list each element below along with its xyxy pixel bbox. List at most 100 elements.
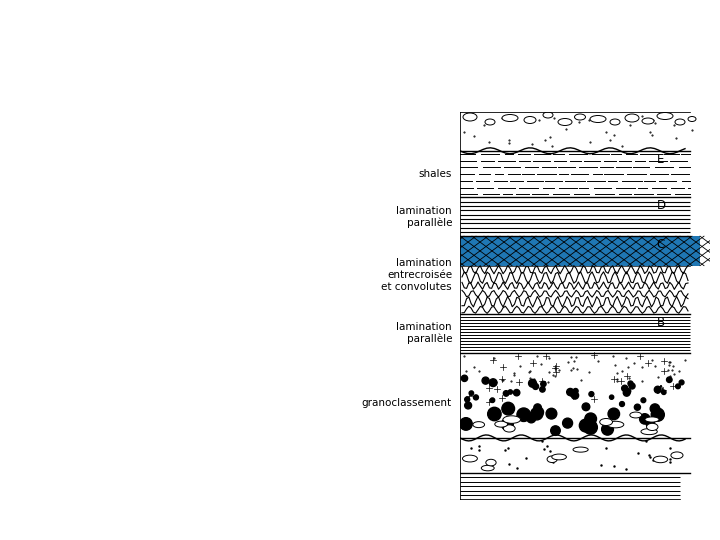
Ellipse shape <box>502 114 518 122</box>
Circle shape <box>619 402 624 407</box>
Ellipse shape <box>600 418 613 426</box>
Circle shape <box>562 418 572 428</box>
Ellipse shape <box>642 118 654 124</box>
Ellipse shape <box>495 421 508 427</box>
Text: •: • <box>18 110 27 125</box>
Text: B: B <box>657 316 665 329</box>
Circle shape <box>675 384 680 389</box>
Circle shape <box>608 408 619 420</box>
Text: lamination
parallèle: lamination parallèle <box>397 206 452 228</box>
Ellipse shape <box>547 456 557 463</box>
Circle shape <box>546 408 557 419</box>
Text: A: A <box>657 384 665 397</box>
Circle shape <box>513 389 520 396</box>
Circle shape <box>528 379 536 387</box>
Circle shape <box>541 381 546 387</box>
Ellipse shape <box>575 114 585 120</box>
Ellipse shape <box>543 112 553 118</box>
Text: •: • <box>18 384 27 400</box>
Circle shape <box>501 418 513 430</box>
Circle shape <box>534 404 541 411</box>
Circle shape <box>534 407 544 417</box>
Circle shape <box>533 383 539 389</box>
Circle shape <box>572 392 579 399</box>
Circle shape <box>503 390 509 396</box>
Ellipse shape <box>610 119 620 125</box>
Circle shape <box>589 392 594 396</box>
Circle shape <box>639 414 650 424</box>
Ellipse shape <box>486 460 496 466</box>
Circle shape <box>650 404 660 414</box>
Circle shape <box>517 408 531 422</box>
Ellipse shape <box>503 416 521 423</box>
Circle shape <box>502 402 515 415</box>
Circle shape <box>464 402 472 409</box>
Circle shape <box>662 390 666 395</box>
Ellipse shape <box>641 429 657 435</box>
Circle shape <box>540 387 545 392</box>
Ellipse shape <box>503 425 516 432</box>
Ellipse shape <box>671 452 683 458</box>
Circle shape <box>567 388 574 396</box>
Circle shape <box>584 421 598 434</box>
Ellipse shape <box>485 119 495 125</box>
Text: 1. 5 Séquence turbiditique: 1. 5 Séquence turbiditique <box>89 30 631 65</box>
Bar <box>460 112 700 500</box>
Circle shape <box>573 388 578 394</box>
Circle shape <box>629 383 635 389</box>
Ellipse shape <box>524 117 536 124</box>
Text: C: C <box>657 238 665 251</box>
Circle shape <box>646 419 654 428</box>
Ellipse shape <box>645 417 659 422</box>
Circle shape <box>490 398 495 402</box>
Circle shape <box>624 389 630 396</box>
Ellipse shape <box>573 447 588 452</box>
Ellipse shape <box>462 455 477 462</box>
Ellipse shape <box>558 118 572 125</box>
Circle shape <box>602 423 613 435</box>
Ellipse shape <box>463 113 477 121</box>
Text: Les sédiments déposés par un
courant de turbidité, ou
turbidites, se déposent en: Les sédiments déposés par un courant de … <box>40 110 247 225</box>
Circle shape <box>474 395 478 400</box>
Circle shape <box>585 413 596 424</box>
Circle shape <box>551 426 560 435</box>
Circle shape <box>667 377 672 382</box>
Circle shape <box>654 386 661 393</box>
Ellipse shape <box>688 117 696 122</box>
Circle shape <box>580 419 593 432</box>
Circle shape <box>531 408 543 420</box>
Text: La séquence complète
comprend 5 intervalles; elle se
dépose au niveau des lobes : La séquence complète comprend 5 interval… <box>40 384 248 449</box>
Text: D: D <box>657 199 666 212</box>
Circle shape <box>641 398 646 403</box>
Text: lamination
entrecroisée
et convolutes: lamination entrecroisée et convolutes <box>382 258 452 292</box>
Ellipse shape <box>647 423 658 430</box>
Ellipse shape <box>473 422 485 428</box>
Circle shape <box>628 381 633 386</box>
Circle shape <box>482 377 489 384</box>
Ellipse shape <box>630 412 642 418</box>
Circle shape <box>610 395 613 399</box>
Ellipse shape <box>653 456 667 463</box>
Bar <box>460 236 700 266</box>
Text: A la base se trouvent les
éléments grossiers (graviers,
fragments d'argile préle: A la base se trouvent les éléments gross… <box>40 247 245 345</box>
Text: •: • <box>18 247 27 262</box>
Ellipse shape <box>607 421 624 428</box>
Circle shape <box>459 417 472 430</box>
Ellipse shape <box>481 465 494 471</box>
Circle shape <box>490 379 497 387</box>
Circle shape <box>582 403 590 410</box>
Text: lamination
parallèle: lamination parallèle <box>397 322 452 345</box>
Ellipse shape <box>625 114 639 122</box>
Circle shape <box>679 380 684 385</box>
Text: E: E <box>657 153 664 166</box>
Circle shape <box>626 389 631 394</box>
Text: granoclassement: granoclassement <box>362 398 452 408</box>
Text: shales: shales <box>418 169 452 179</box>
Circle shape <box>508 390 513 394</box>
Ellipse shape <box>657 112 673 119</box>
Circle shape <box>634 404 641 410</box>
Circle shape <box>469 391 474 395</box>
Circle shape <box>527 414 536 423</box>
Ellipse shape <box>590 116 606 123</box>
Circle shape <box>487 407 501 421</box>
